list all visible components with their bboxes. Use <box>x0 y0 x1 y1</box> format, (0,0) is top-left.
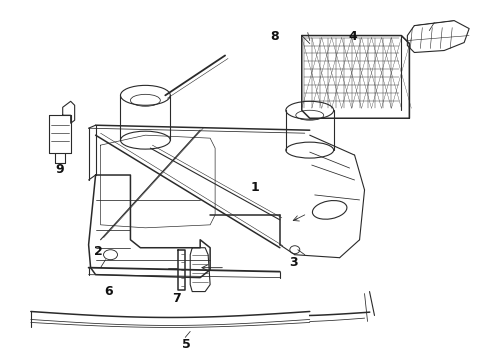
Text: 1: 1 <box>250 181 259 194</box>
Text: 2: 2 <box>94 245 103 258</box>
Text: 5: 5 <box>182 338 191 351</box>
Text: 7: 7 <box>172 292 181 305</box>
Text: 4: 4 <box>348 30 357 43</box>
Text: 8: 8 <box>270 30 279 43</box>
Text: 9: 9 <box>55 163 64 176</box>
Text: 6: 6 <box>104 285 113 298</box>
Text: 3: 3 <box>290 256 298 269</box>
